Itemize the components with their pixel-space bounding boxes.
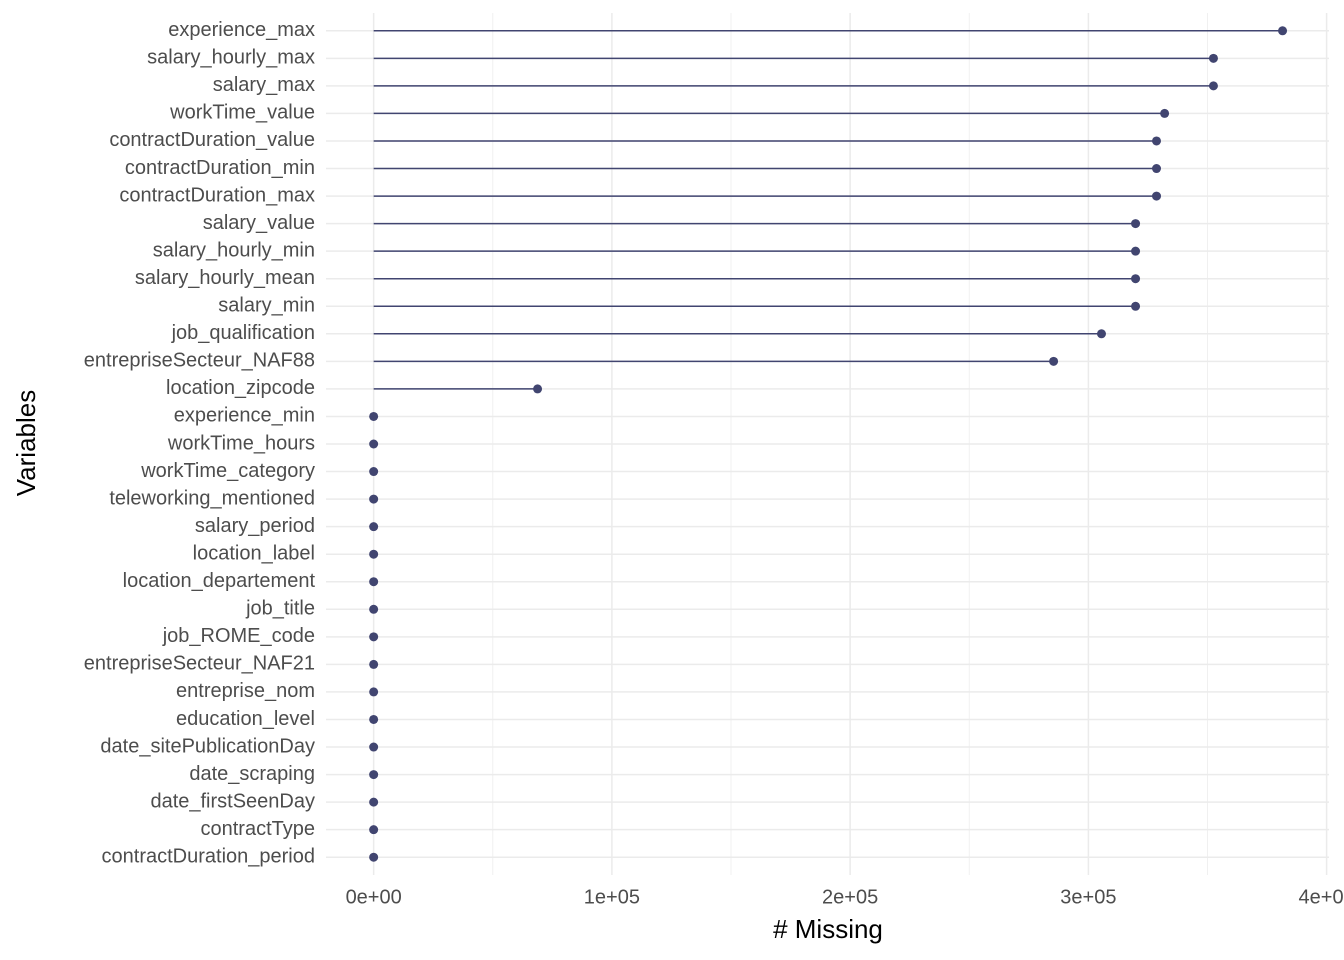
x-tick-label: 0e+00 [346,886,402,908]
lollipop-dot [369,687,379,697]
lollipop-dot [1152,136,1162,146]
lollipop-dot [369,494,379,504]
lollipop-dot [369,604,379,614]
x-axis-title: # Missing [773,914,883,944]
y-tick-label: workTime_hours [167,432,315,454]
y-tick-label: location_zipcode [166,377,315,399]
y-tick-label: date_firstSeenDay [150,790,315,812]
lollipop-dot [369,411,379,421]
y-tick-label: date_scraping [189,763,315,785]
lollipop-dot [369,467,379,477]
lollipop-dot [369,659,379,669]
y-tick-label: salary_max [213,74,315,96]
y-tick-label: salary_period [195,515,315,537]
lollipop-dot [1131,246,1141,256]
lollipop-dot [1208,53,1218,63]
y-tick-label: workTime_value [169,102,315,124]
x-tick-label: 1e+05 [584,886,640,908]
lollipop-dot [369,852,379,862]
lollipop-dot [1278,26,1288,36]
y-tick-label: location_label [193,542,315,564]
lollipop-dot [1131,219,1141,229]
y-tick-label: salary_value [203,212,315,234]
y-tick-label: contractDuration_value [109,129,315,151]
lollipop-dot [369,522,379,532]
lollipop-dot [369,825,379,835]
y-tick-label: salary_hourly_min [153,239,315,261]
x-tick-label: 2e+05 [822,886,878,908]
y-tick-label: date_sitePublicationDay [100,735,315,757]
lollipop-dot [369,770,379,780]
lollipop-dot [369,549,379,559]
y-tick-label: job_qualification [171,322,315,344]
y-axis-title: Variables [11,390,41,496]
x-tick-label: 4e+05 [1299,886,1344,908]
y-tick-label: entrepriseSecteur_NAF88 [84,350,315,372]
y-tick-label: job_ROME_code [162,625,315,647]
y-tick-label: entreprise_nom [176,680,315,702]
y-tick-label: contractType [200,818,315,840]
lollipop-dot [369,439,379,449]
y-tick-label: education_level [176,708,315,730]
y-tick-label: contractDuration_period [102,846,315,868]
lollipop-dot [369,632,379,642]
lollipop-dot [1208,81,1218,91]
y-tick-label: salary_hourly_mean [135,267,315,289]
y-tick-label: entrepriseSecteur_NAF21 [84,653,315,675]
y-tick-label: location_departement [123,570,316,592]
y-tick-label: salary_hourly_max [147,47,315,69]
lollipop-dot [369,742,379,752]
lollipop-dot [1152,191,1162,201]
y-tick-label: workTime_category [140,460,315,482]
lollipop-dot [1049,356,1059,366]
y-tick-label: teleworking_mentioned [109,487,315,509]
y-tick-label: contractDuration_max [119,184,315,206]
y-tick-label: salary_min [218,295,315,317]
y-tick-label: contractDuration_min [125,157,315,179]
y-tick-label: job_title [245,598,315,620]
lollipop-dot [533,384,543,394]
x-tick-label: 3e+05 [1060,886,1116,908]
lollipop-dot [369,577,379,587]
y-tick-label: experience_min [174,405,315,427]
lollipop-dot [369,797,379,807]
lollipop-dot [369,714,379,724]
y-tick-label: experience_max [168,19,315,41]
lollipop-dot [1131,301,1141,311]
lollipop-dot [1131,274,1141,284]
lollipop-dot [1096,329,1106,339]
lollipop-dot [1152,164,1162,174]
lollipop-dot [1160,108,1170,118]
